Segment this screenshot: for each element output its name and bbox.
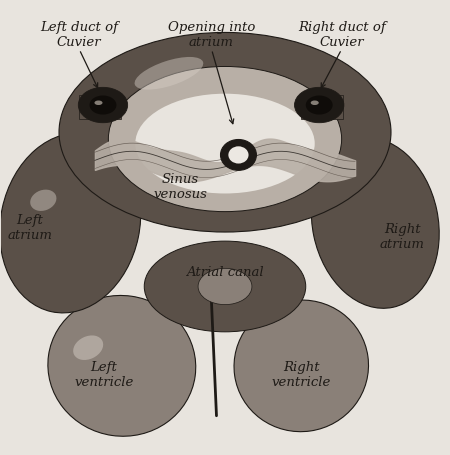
- Ellipse shape: [30, 190, 56, 211]
- Text: Opening into
atrium: Opening into atrium: [168, 21, 255, 49]
- Text: Left
ventricle: Left ventricle: [74, 361, 134, 389]
- Ellipse shape: [310, 101, 319, 105]
- Bar: [301, 95, 343, 119]
- Ellipse shape: [135, 57, 203, 90]
- Ellipse shape: [108, 66, 342, 212]
- Ellipse shape: [311, 137, 439, 308]
- Text: Right duct of
Cuvier: Right duct of Cuvier: [298, 21, 386, 49]
- Ellipse shape: [48, 295, 196, 436]
- Ellipse shape: [220, 140, 256, 170]
- Text: Sinus
venosus: Sinus venosus: [153, 173, 207, 201]
- Ellipse shape: [90, 96, 117, 115]
- Ellipse shape: [234, 300, 369, 432]
- Ellipse shape: [94, 101, 103, 105]
- Ellipse shape: [78, 87, 128, 123]
- Ellipse shape: [144, 241, 306, 332]
- Ellipse shape: [198, 268, 252, 304]
- Text: Left duct of
Cuvier: Left duct of Cuvier: [40, 21, 118, 49]
- Text: Right
atrium: Right atrium: [380, 223, 425, 251]
- Text: Right
ventricle: Right ventricle: [272, 361, 331, 389]
- Ellipse shape: [73, 335, 103, 360]
- Bar: [79, 95, 121, 119]
- Ellipse shape: [135, 94, 315, 193]
- Ellipse shape: [59, 32, 391, 232]
- Ellipse shape: [0, 133, 141, 313]
- Ellipse shape: [306, 96, 333, 115]
- Ellipse shape: [228, 147, 248, 163]
- Ellipse shape: [131, 82, 319, 209]
- Ellipse shape: [295, 87, 344, 123]
- Text: Atrial canal: Atrial canal: [186, 266, 264, 279]
- Text: Left
atrium: Left atrium: [7, 214, 52, 242]
